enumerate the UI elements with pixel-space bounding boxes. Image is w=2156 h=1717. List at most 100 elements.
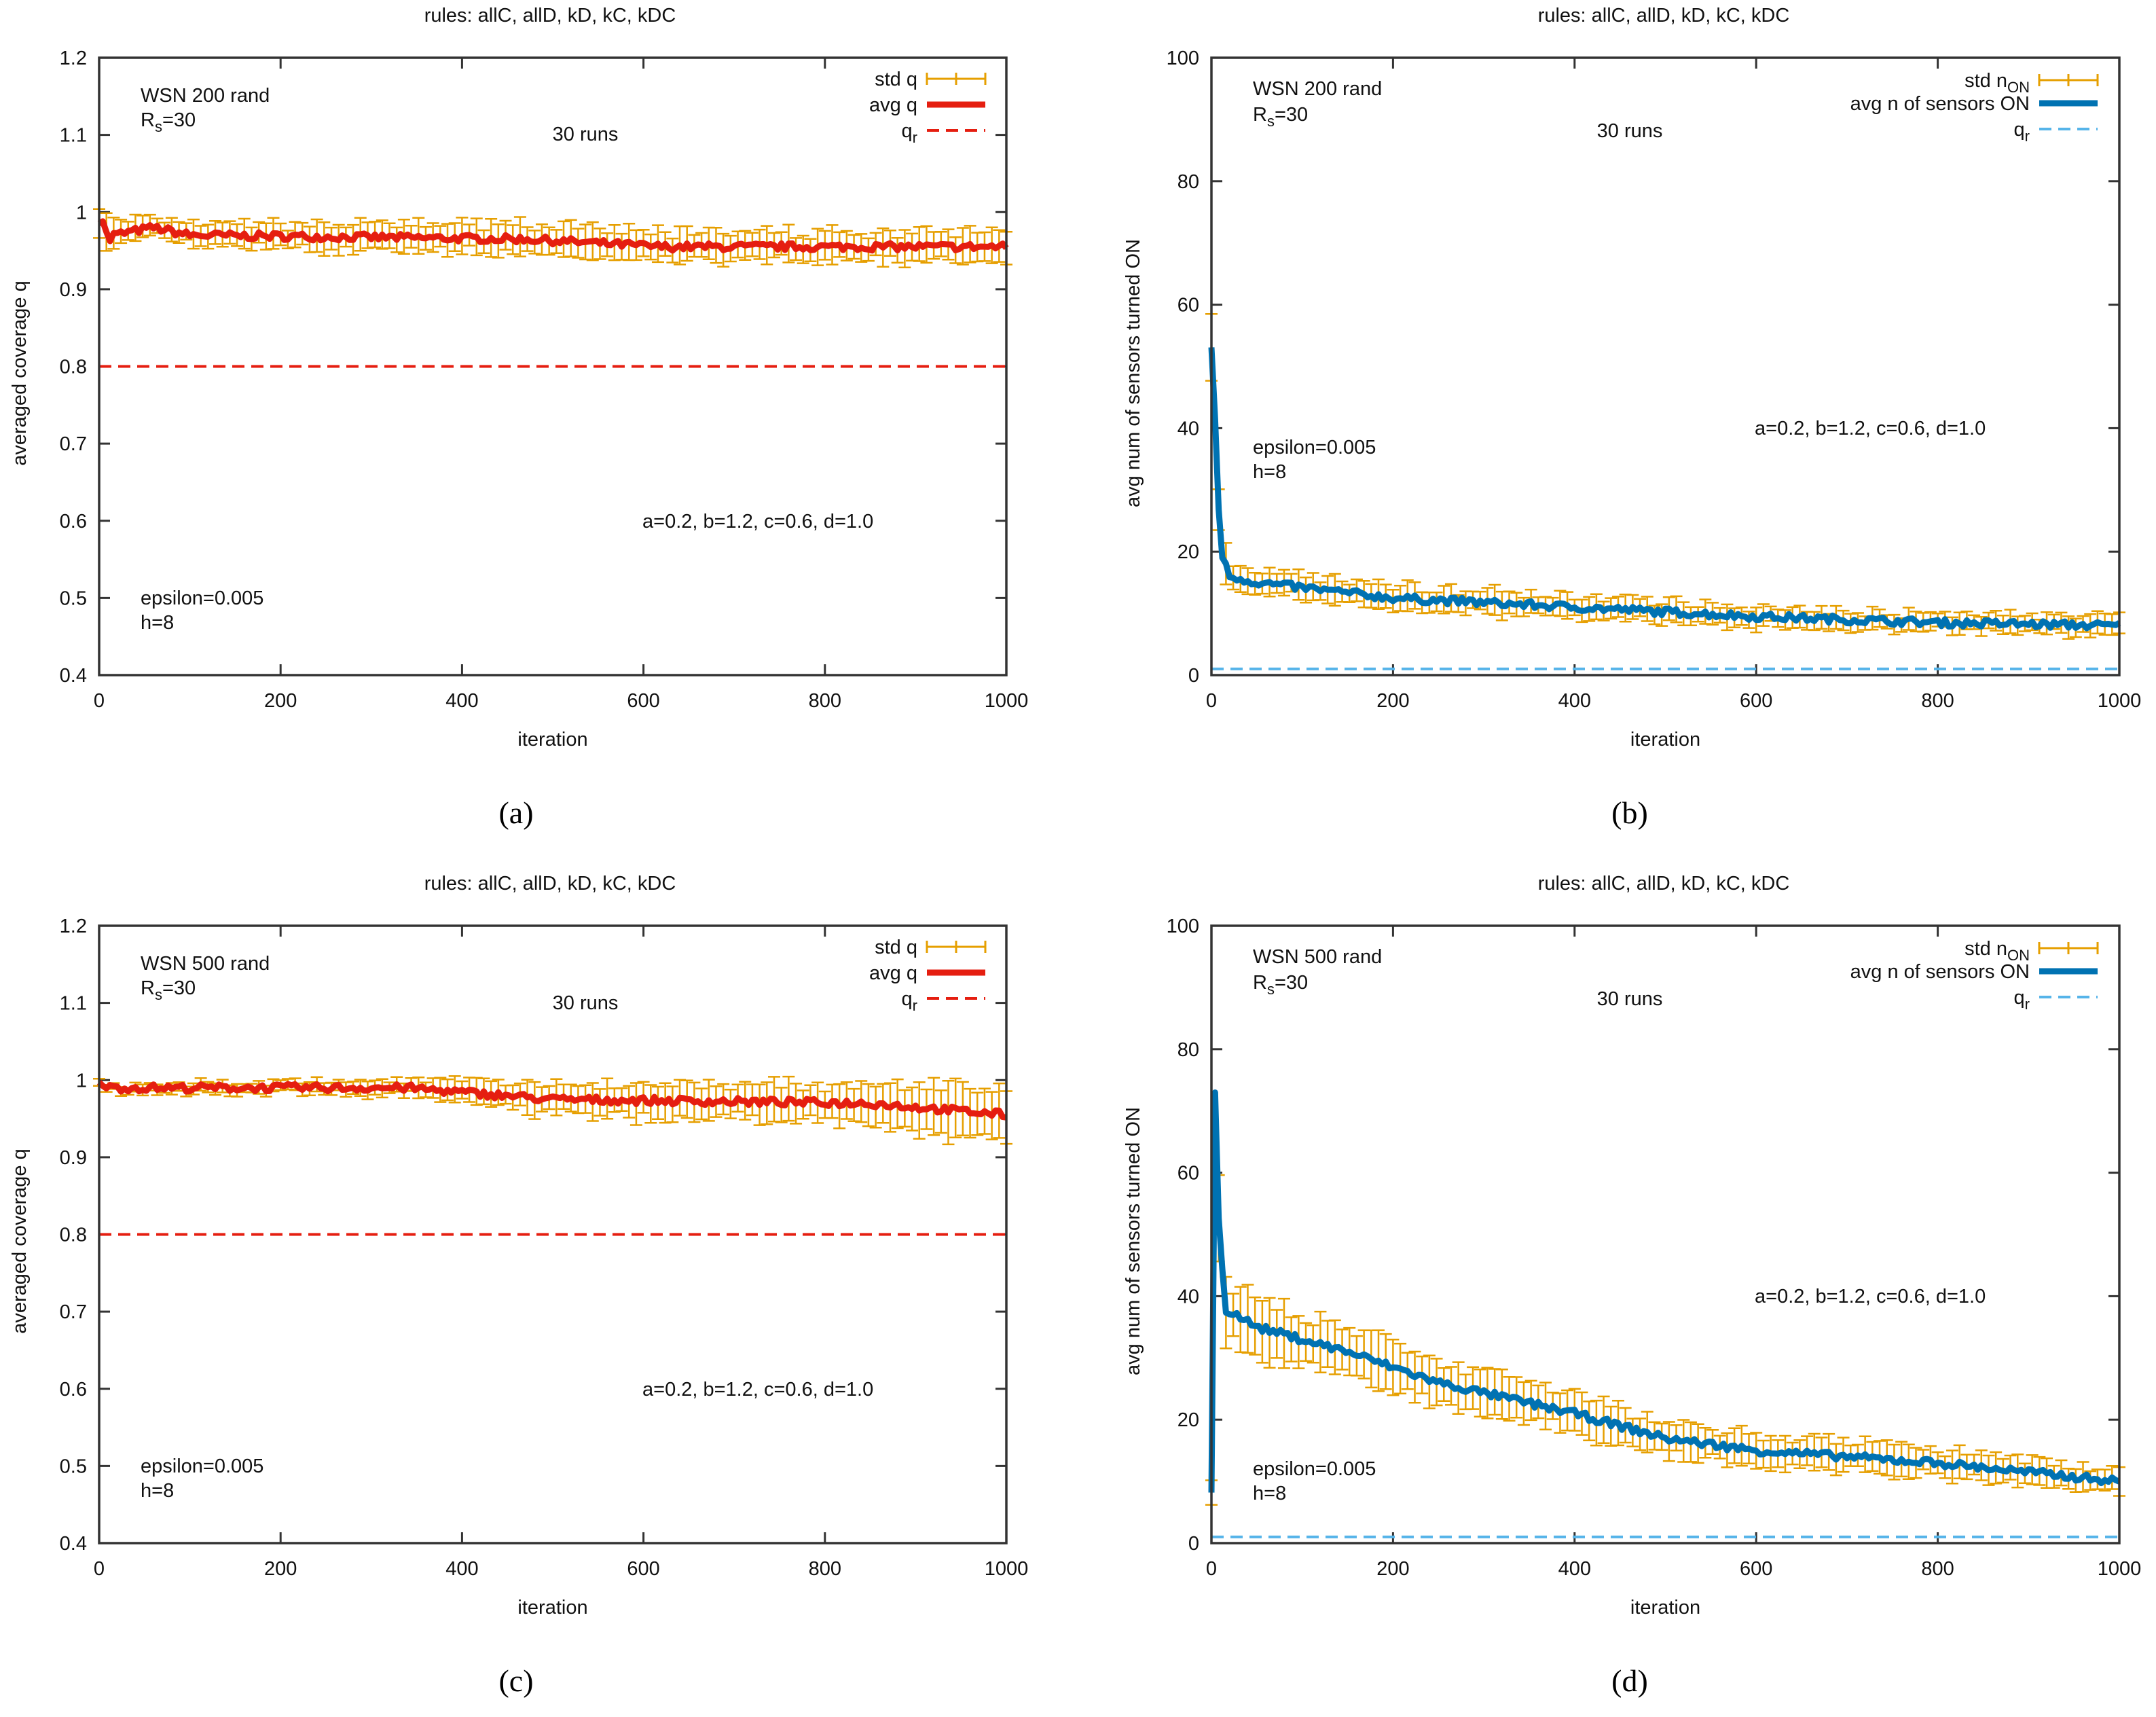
y-tick-label: 0.5 [60,1456,87,1477]
x-axis-label: iteration [1630,1597,1700,1619]
chart-title: rules: allC, allD, kD, kC, kDC [424,5,676,26]
legend: std q avg q qr [869,69,987,146]
rs-annotation: Rs=30 [141,977,196,1003]
legend-label-main: q [2014,119,2025,141]
x-axis-label: iteration [517,729,587,751]
y-tick-label: 0.9 [60,1147,87,1169]
network-annotation: WSN 500 rand [1253,946,1382,968]
x-tick-label: 200 [264,690,297,712]
x-tick-label: 0 [94,690,105,712]
chart-title: rules: allC, allD, kD, kC, kDC [1538,5,1790,26]
network-annotation: WSN 200 rand [1253,78,1382,100]
y-tick-label: 0.4 [60,665,87,687]
legend-label: avg q [869,962,917,984]
legend-label: std nON [1965,938,2030,964]
plot-frame [98,924,1008,1544]
y-tick-label: 80 [1177,1039,1199,1061]
legend-label: avg n of sensors ON [1850,961,2030,983]
legend-label-main: q [2014,987,2025,1009]
rs-annotation-rest: =30 [1275,104,1308,126]
rs-annotation-subscript: s [155,986,162,1003]
rs-annotation-main: R [141,109,155,131]
rs-annotation-rest: =30 [162,109,196,131]
subfigure-caption: (c) [498,1663,533,1698]
y-tick-label: 1 [76,202,87,223]
h-annotation: h=8 [1253,461,1286,483]
x-tick-label: 200 [1376,1558,1409,1580]
legend-label-main: std q [875,937,917,958]
legend-label-main: avg q [869,962,917,984]
y-axis-label: avg num of sensors turned ON [1122,239,1144,507]
x-tick-label: 600 [627,1558,659,1580]
x-tick-label: 800 [1921,690,1954,712]
y-tick-label: 0.9 [60,279,87,301]
x-tick-label: 400 [445,690,478,712]
legend-label-subscript: ON [2007,947,2030,964]
legend-label-subscript: r [913,997,917,1014]
params-annotation: a=0.2, b=1.2, c=0.6, d=1.0 [1755,1286,1986,1307]
std-errorbars [1205,1174,2125,1506]
x-tick-label: 200 [1376,690,1409,712]
rs-annotation-main: R [1253,104,1267,126]
legend-label-subscript: r [2025,128,2030,145]
rs-annotation: Rs=30 [1253,972,1308,998]
runs-annotation: 30 runs [553,124,619,145]
legend-swatch-errorbar [926,941,987,953]
legend-label: std q [875,937,917,958]
y-tick-label: 1.1 [60,993,87,1015]
y-tick-label: 0.8 [60,1225,87,1246]
y-tick-label: 0.7 [60,433,87,455]
x-tick-label: 600 [627,690,659,712]
x-tick-label: 0 [94,1558,105,1580]
plot-frame [1210,924,2121,1544]
chart-panel-a: rules: allC, allD, kD, kC, kDC 0 200 400 600… [9,5,1028,751]
y-tick-label: 40 [1177,1286,1199,1307]
y-tick-label: 60 [1177,295,1199,317]
x-tick-label: 0 [1206,690,1217,712]
runs-annotation: 30 runs [1597,120,1663,142]
y-tick-label: 0.4 [60,1533,87,1555]
params-annotation: a=0.2, b=1.2, c=0.6, d=1.0 [1755,418,1986,439]
y-tick-label: 100 [1167,916,1199,937]
subfigure-caption: (d) [1611,1663,1648,1698]
epsilon-annotation: epsilon=0.005 [1253,437,1376,458]
params-annotation: a=0.2, b=1.2, c=0.6, d=1.0 [642,511,873,532]
legend-swatch-errorbar [2038,942,2099,954]
legend-label-main: q [902,988,913,1010]
epsilon-annotation: epsilon=0.005 [1253,1458,1376,1480]
y-tick-label: 0 [1188,1533,1199,1555]
x-tick-label: 800 [809,1558,841,1580]
legend-label: std nON [1965,70,2030,96]
legend-label: avg n of sensors ON [1850,93,2030,115]
subfigure-caption: (a) [498,795,533,830]
y-tick-label: 0.7 [60,1301,87,1323]
legend-label-main: avg q [869,94,917,116]
legend-label-subscript: ON [2007,79,2030,96]
legend-label-main: std q [875,69,917,90]
x-tick-label: 600 [1740,690,1772,712]
legend-label-main: avg n of sensors ON [1850,93,2030,115]
legend-swatch-errorbar [926,73,987,85]
runs-annotation: 30 runs [553,992,619,1014]
legend-label: qr [902,988,917,1014]
std-errorbars [93,1075,1012,1146]
h-annotation: h=8 [1253,1483,1286,1504]
network-annotation: WSN 200 rand [141,85,270,107]
chart-panel-c: rules: allC, allD, kD, kC, kDC 0 200 400 600… [9,873,1028,1619]
y-tick-label: 40 [1177,418,1199,439]
params-annotation: a=0.2, b=1.2, c=0.6, d=1.0 [642,1379,873,1400]
network-annotation: WSN 500 rand [141,953,270,975]
legend-label: std q [875,69,917,90]
x-tick-label: 800 [1921,1558,1954,1580]
x-tick-label: 1000 [2098,690,2142,712]
x-tick-label: 400 [1558,1558,1591,1580]
x-axis-label: iteration [1630,729,1700,751]
rs-annotation-main: R [1253,972,1267,994]
rs-annotation-subscript: s [155,118,162,135]
y-tick-label: 100 [1167,48,1199,69]
plot-frame [98,56,1008,676]
